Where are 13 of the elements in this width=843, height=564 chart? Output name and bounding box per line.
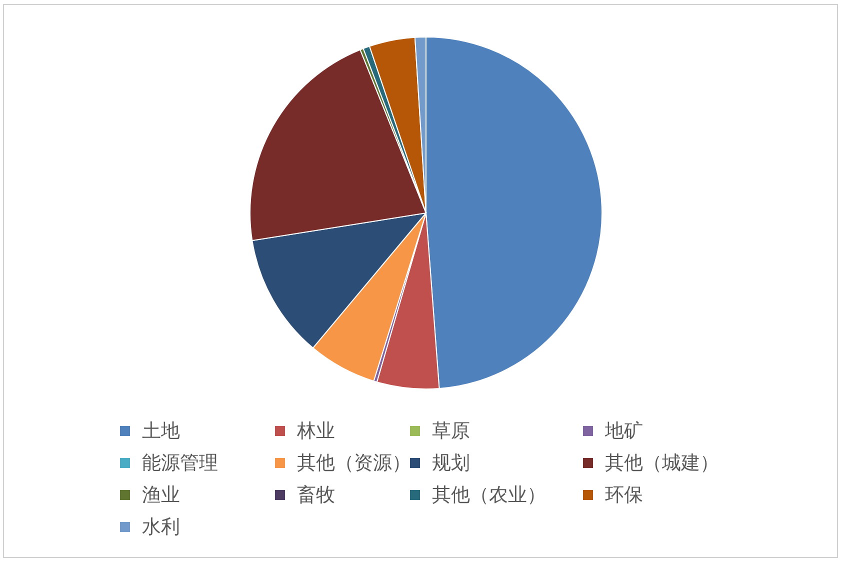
legend-label: 其他（城建） — [605, 452, 719, 476]
legend-label: 能源管理 — [142, 452, 218, 476]
legend-label: 草原 — [432, 420, 470, 444]
legend-label: 环保 — [605, 484, 643, 508]
legend-label: 规划 — [432, 452, 470, 476]
legend-label: 其他（资源） — [297, 452, 411, 476]
legend-label: 水利 — [142, 516, 180, 540]
legend-label: 地矿 — [605, 420, 643, 444]
legend-label: 渔业 — [142, 484, 180, 508]
legend-label: 土地 — [142, 420, 180, 444]
legend-label: 畜牧 — [297, 484, 335, 508]
legend-label: 林业 — [297, 420, 335, 444]
legend-label: 其他（农业） — [432, 484, 546, 508]
